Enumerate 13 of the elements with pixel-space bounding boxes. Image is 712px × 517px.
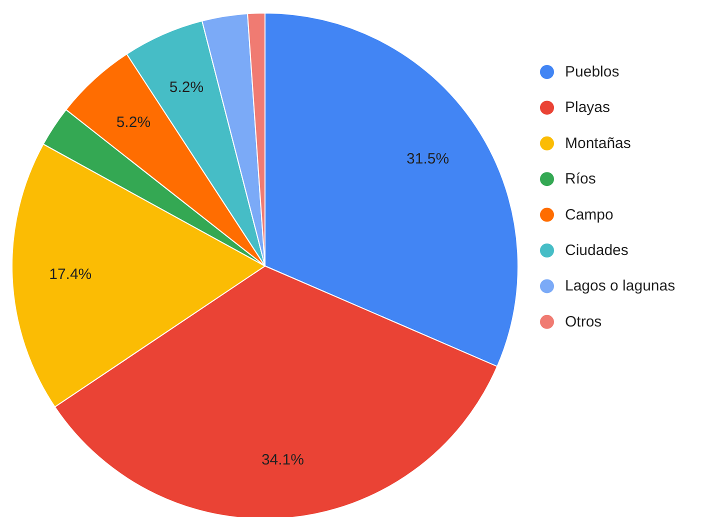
- legend-label: Otros: [565, 313, 602, 330]
- legend-label: Playas: [565, 99, 610, 116]
- legend-label: Ciudades: [565, 242, 628, 259]
- data-label: 17.4%: [49, 266, 92, 284]
- data-label: 5.2%: [169, 79, 204, 96]
- legend-label: Ríos: [565, 170, 596, 188]
- legend-label: Campo: [565, 206, 614, 224]
- data-label: 31.5%: [406, 150, 450, 168]
- data-label: 5.2%: [116, 114, 151, 131]
- legend-label: Lagos o lagunas: [565, 278, 676, 295]
- legend-label: Montañas: [565, 134, 631, 152]
- data-label: 34.1%: [261, 452, 304, 468]
- legend-label: Pueblos: [565, 64, 620, 80]
